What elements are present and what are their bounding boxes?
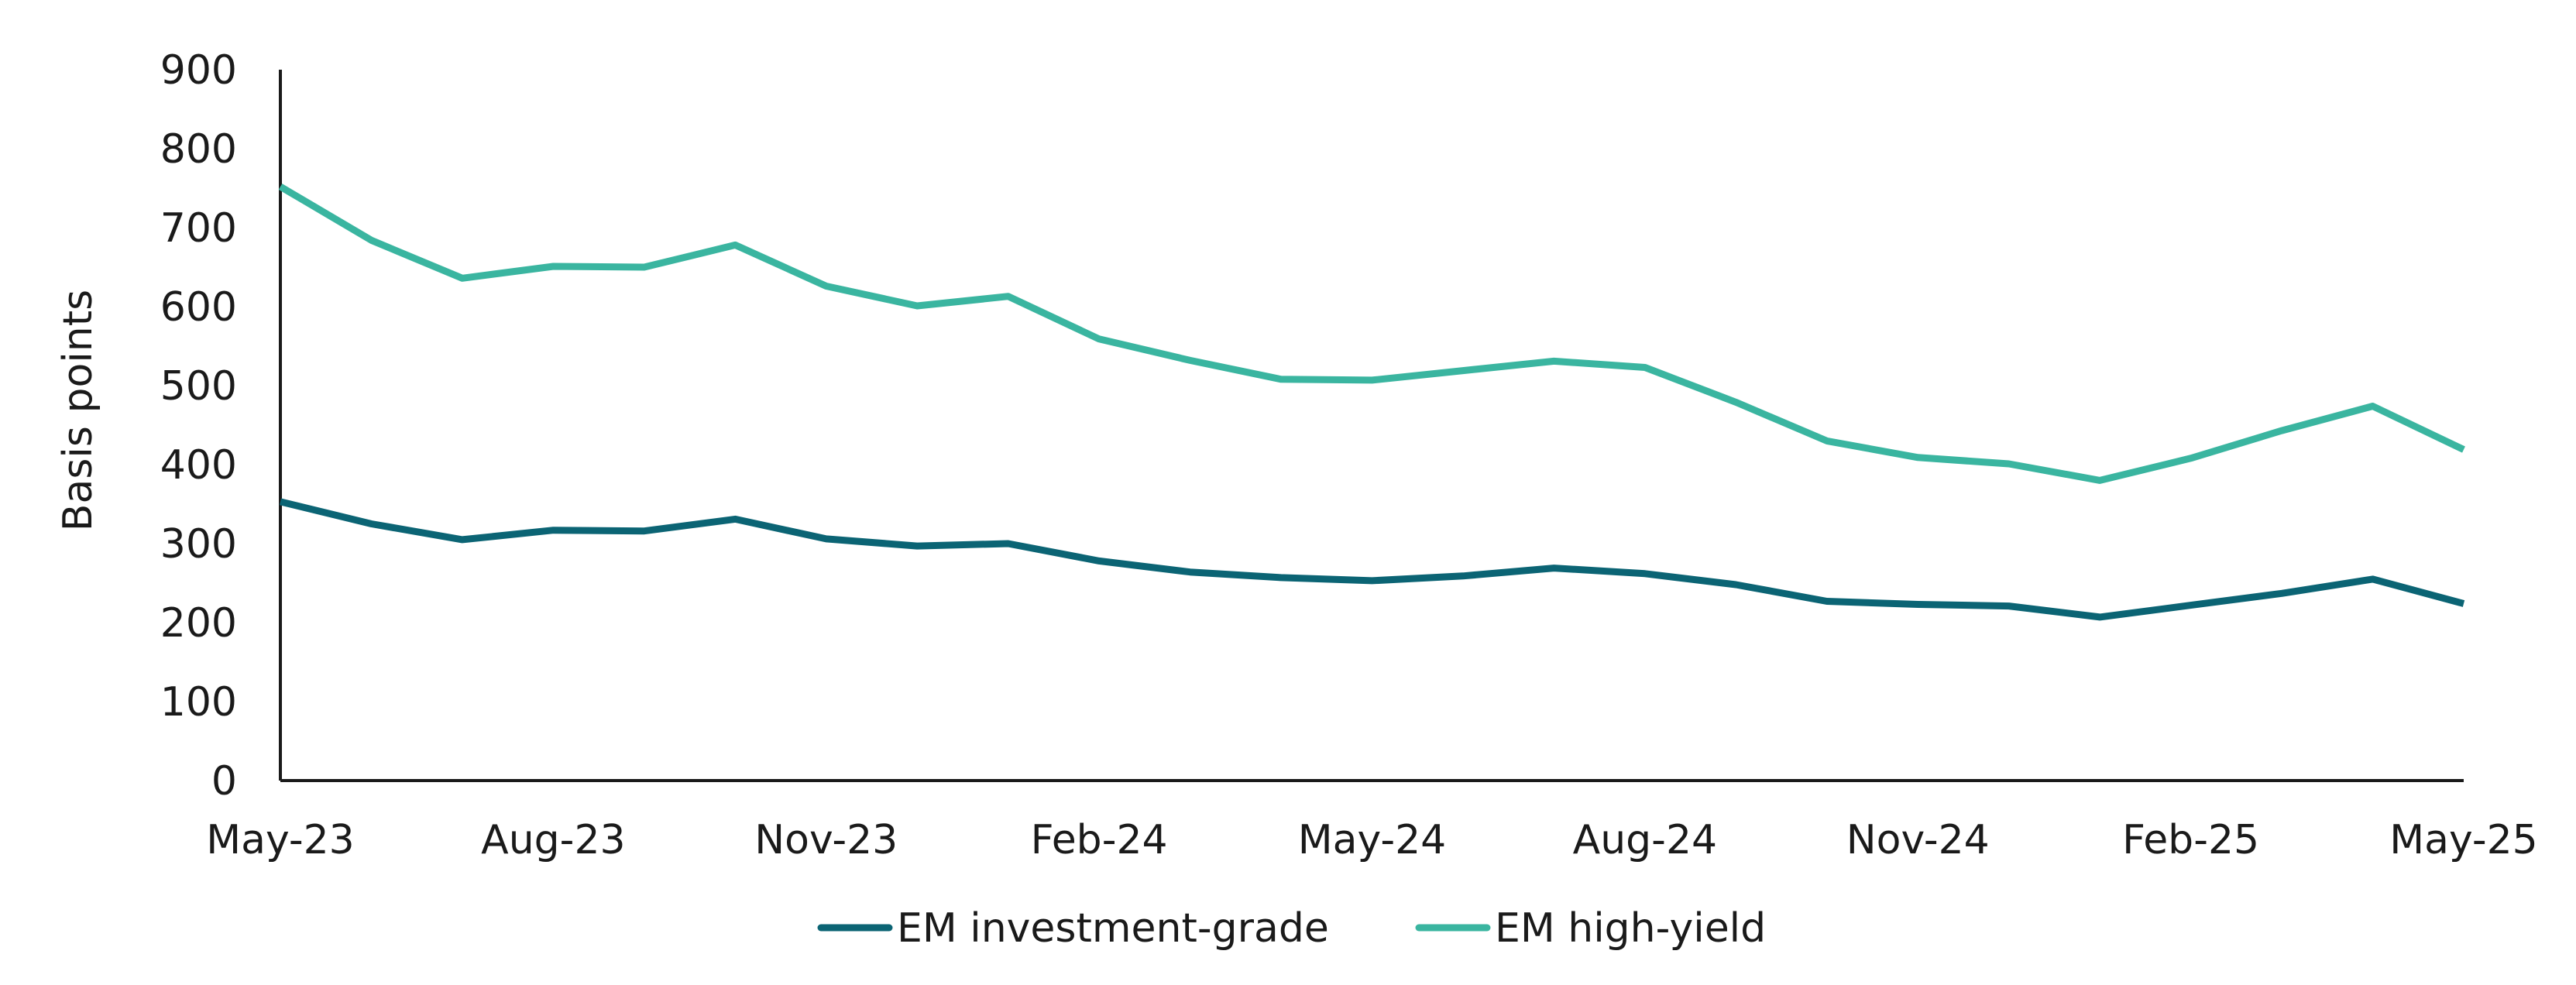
y-tick-label: 900 bbox=[160, 47, 237, 94]
legend-item-high-yield: EM high-yield bbox=[1415, 905, 1766, 952]
legend-label-investment-grade: EM investment-grade bbox=[897, 905, 1329, 952]
y-tick-labels: 0 100 200 300 400 500 600 700 800 900 bbox=[160, 47, 237, 805]
legend: EM investment-grade EM high-yield bbox=[817, 905, 1766, 952]
x-tick-label: May-25 bbox=[2389, 817, 2538, 863]
y-tick-label: 500 bbox=[160, 363, 237, 410]
x-tick-label: Feb-24 bbox=[1031, 817, 1168, 863]
x-tick-label: May-23 bbox=[206, 817, 355, 863]
x-tick-label: Feb-25 bbox=[2122, 817, 2259, 863]
y-tick-label: 100 bbox=[160, 679, 237, 726]
x-tick-label: Nov-24 bbox=[1846, 817, 1990, 863]
series-lines bbox=[278, 184, 2465, 621]
y-tick-label: 600 bbox=[160, 284, 237, 331]
legend-item-investment-grade: EM investment-grade bbox=[817, 905, 1329, 952]
axes bbox=[279, 70, 2464, 782]
y-tick-label: 400 bbox=[160, 442, 237, 489]
x-tick-labels: May-23 Aug-23 Nov-23 Feb-24 May-24 Aug-24 Nov-… bbox=[206, 817, 2538, 863]
x-tick-label: Aug-23 bbox=[481, 817, 625, 863]
x-tick-label: Nov-23 bbox=[754, 817, 898, 863]
y-axis-label: Basis points bbox=[55, 290, 101, 531]
y-tick-label: 800 bbox=[160, 126, 237, 173]
y-tick-label: 0 bbox=[211, 758, 237, 805]
legend-label-high-yield: EM high-yield bbox=[1495, 905, 1766, 952]
y-tick-label: 300 bbox=[160, 521, 237, 568]
y-tick-label: 700 bbox=[160, 205, 237, 252]
series-line-em-investment-grade bbox=[279, 498, 2465, 621]
y-tick-label: 200 bbox=[160, 600, 237, 647]
series-line-em-high-yield bbox=[278, 184, 2465, 484]
x-tick-label: Aug-24 bbox=[1573, 817, 1717, 863]
y-axis-label-group: Basis points bbox=[55, 290, 101, 531]
x-tick-label: May-24 bbox=[1298, 817, 1447, 863]
